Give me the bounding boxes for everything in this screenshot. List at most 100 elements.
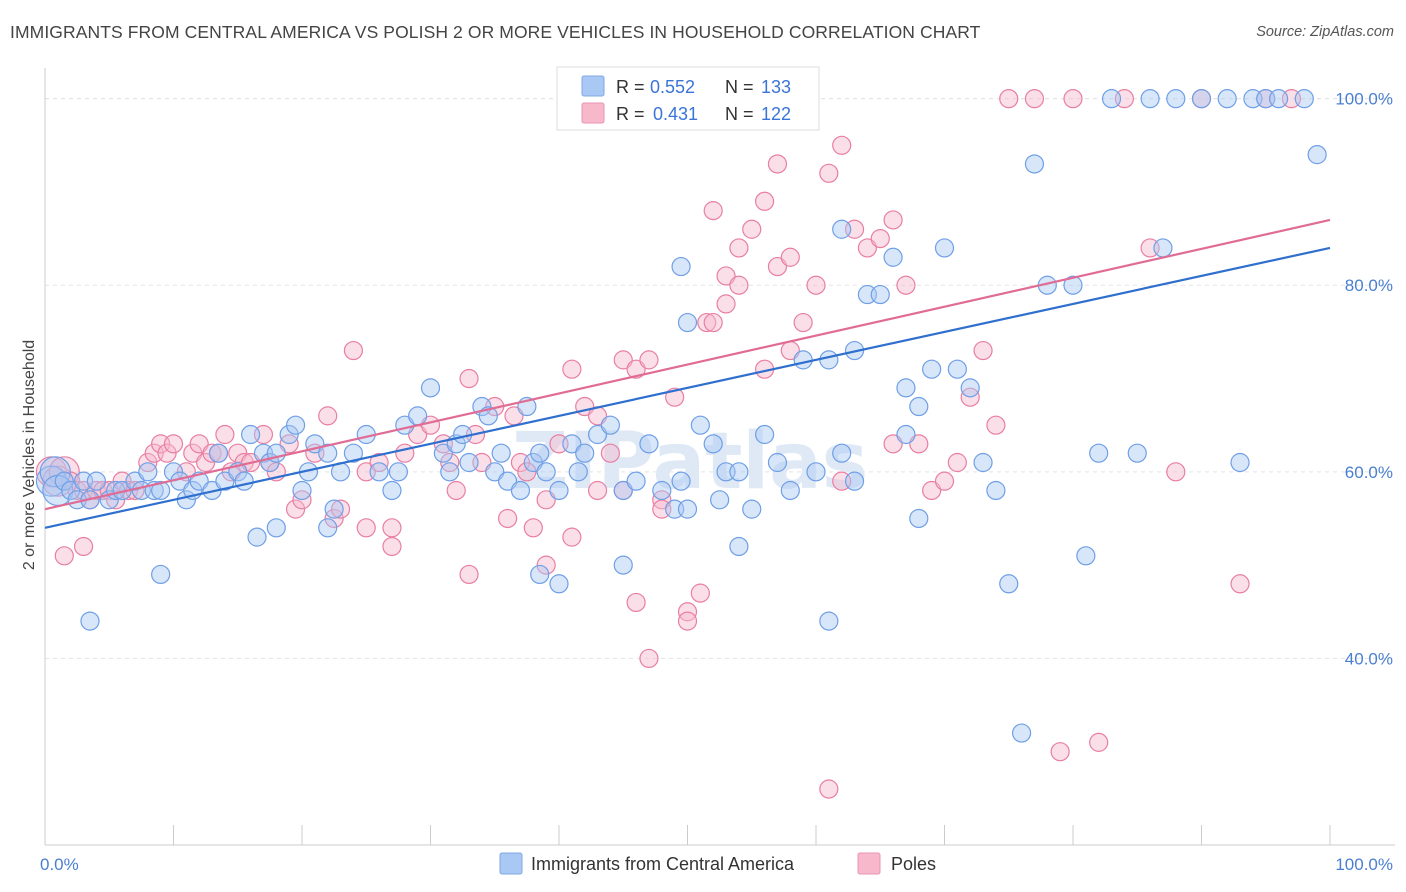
y-tick-labels: 40.0% 60.0% 80.0% 100.0%: [1335, 90, 1393, 669]
chart-title: IMMIGRANTS FROM CENTRAL AMERICA VS POLIS…: [10, 22, 981, 42]
legend-r-label-1: R =: [616, 77, 645, 97]
point-central-america: [549, 480, 569, 501]
point-central-america: [1268, 89, 1289, 109]
point-poles: [498, 508, 518, 529]
point-poles: [947, 452, 967, 473]
point-central-america: [909, 396, 929, 417]
point-central-america: [318, 443, 338, 463]
point-central-america: [832, 443, 852, 463]
point-central-america: [549, 574, 569, 594]
point-central-america: [440, 462, 460, 482]
point-central-america: [568, 462, 588, 482]
point-central-america: [671, 256, 691, 277]
point-central-america: [1294, 89, 1314, 109]
y-tick-label: 40.0%: [1345, 649, 1393, 668]
point-central-america: [613, 555, 633, 575]
grid-lines: [45, 98, 1390, 659]
legend-n-value-1: 133: [761, 77, 791, 97]
point-central-america: [934, 238, 955, 258]
point-central-america: [883, 247, 903, 267]
point-central-america: [575, 443, 595, 463]
point-central-america: [767, 452, 788, 473]
point-poles: [600, 443, 621, 463]
y-axis-label: 2 or more Vehicles in Household: [21, 340, 38, 570]
point-central-america: [819, 350, 839, 370]
point-central-america: [80, 611, 100, 631]
point-central-america: [832, 219, 852, 239]
point-poles: [202, 443, 222, 463]
point-central-america: [690, 415, 710, 435]
point-poles: [157, 443, 177, 463]
point-poles: [703, 312, 723, 333]
point-central-america: [54, 471, 74, 491]
point-central-america: [639, 434, 659, 454]
point-central-america: [279, 424, 299, 445]
point-poles: [716, 294, 736, 314]
point-poles: [318, 406, 338, 426]
point-central-america: [318, 518, 338, 538]
point-central-america: [1127, 443, 1147, 463]
point-poles: [562, 359, 582, 379]
watermark: ZIPatlas: [512, 417, 868, 507]
legend-n-label-1: N =: [725, 77, 754, 97]
point-central-america: [241, 424, 261, 445]
point-poles: [754, 191, 775, 211]
point-poles: [909, 434, 929, 454]
bottom-legend-label-2: Poles: [891, 854, 936, 874]
point-poles: [613, 350, 633, 370]
point-central-america: [793, 350, 813, 370]
point-poles: [196, 452, 216, 473]
point-central-america: [1089, 443, 1109, 463]
point-central-america: [960, 378, 980, 398]
point-poles: [819, 779, 839, 799]
point-central-america: [754, 424, 775, 445]
point-central-america: [729, 536, 749, 557]
point-poles: [729, 275, 749, 295]
y-tick-label: 100.0%: [1335, 90, 1393, 109]
point-central-america: [324, 499, 344, 519]
point-central-america: [677, 312, 698, 333]
point-central-america: [234, 471, 254, 491]
point-poles: [536, 490, 556, 510]
point-poles: [183, 443, 203, 463]
point-poles: [883, 210, 903, 230]
point-poles: [446, 480, 466, 501]
point-central-america: [742, 499, 762, 519]
point-poles: [1024, 89, 1045, 109]
point-poles: [677, 611, 698, 631]
point-poles: [934, 471, 955, 491]
point-poles: [1166, 462, 1186, 482]
point-poles: [999, 89, 1019, 109]
point-poles: [639, 350, 659, 370]
point-poles: [215, 424, 235, 445]
point-central-america: [530, 443, 550, 463]
point-poles: [536, 555, 556, 575]
point-poles: [626, 359, 646, 379]
point-central-america: [844, 471, 865, 491]
point-central-america: [285, 415, 306, 435]
point-central-america: [530, 564, 550, 585]
point-poles: [459, 564, 479, 585]
point-poles: [382, 518, 402, 538]
bottom-legend: Immigrants from Central America Poles: [499, 852, 936, 875]
point-central-america: [1307, 145, 1327, 165]
point-central-america: [292, 480, 312, 501]
legend-swatch-pink: [581, 102, 605, 124]
point-poles: [716, 266, 736, 286]
bottom-legend-swatch-pink: [857, 852, 881, 875]
point-poles: [690, 583, 710, 603]
point-central-america: [433, 443, 453, 463]
point-central-america: [420, 378, 441, 398]
point-central-america: [587, 424, 608, 445]
point-poles: [973, 340, 993, 361]
trend-line-poles: [44, 218, 1331, 511]
point-poles: [832, 135, 852, 155]
legend-r-value-2: 0.431: [653, 104, 698, 124]
point-central-america: [343, 443, 363, 463]
point-poles: [639, 648, 659, 669]
point-poles: [330, 499, 351, 519]
point-poles: [517, 462, 537, 482]
point-poles: [703, 201, 723, 221]
point-central-america: [729, 462, 749, 482]
point-poles: [896, 275, 916, 295]
